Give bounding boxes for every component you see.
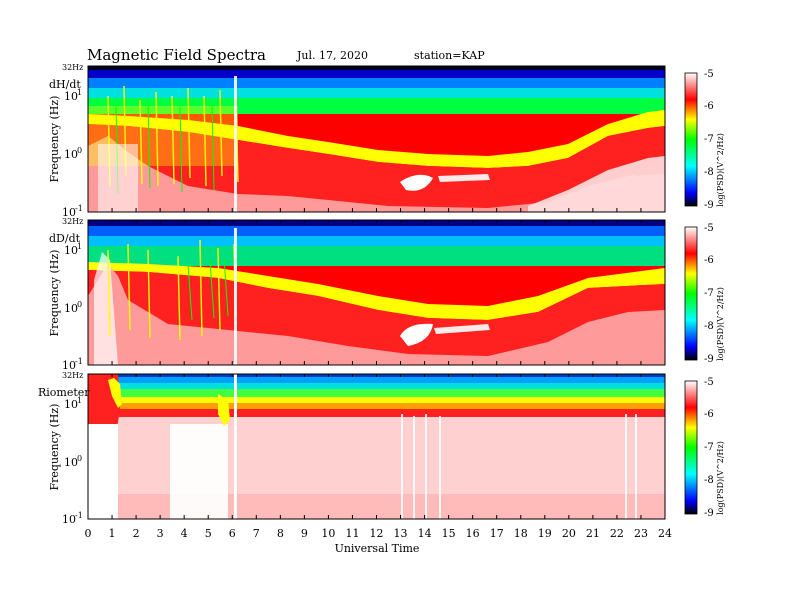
- colorbar-gradient-dh-dt: [684, 72, 698, 207]
- x-tick-label: 15: [442, 527, 456, 540]
- colorbar-dh-dt: -5 -6 -7 -8 -9 log(PSD)(V^2/Hz): [684, 69, 725, 211]
- panel-dh-dt: dH/dt 32Hz Frequency (Hz) 10 1 10 0 10 -…: [48, 63, 725, 219]
- cb-tick-dd-dt-5: -9: [704, 354, 714, 365]
- x-tick-label: 6: [229, 527, 236, 540]
- svg-text:1: 1: [77, 396, 82, 405]
- cb-tick-riometer-4: -8: [704, 475, 714, 486]
- svg-text:10: 10: [64, 302, 78, 315]
- cb-tick-dd-dt-2: -6: [704, 255, 714, 266]
- svg-text:10: 10: [64, 148, 78, 161]
- svg-text:10: 10: [64, 398, 78, 411]
- x-tick-label: 12: [370, 527, 384, 540]
- colorbar-gradient-riometer: [684, 380, 698, 515]
- svg-text:-1: -1: [75, 511, 83, 520]
- figure-title: Magnetic Field Spectra: [87, 46, 266, 64]
- y-axis-label-dd-dt: Frequency (Hz): [48, 250, 61, 337]
- svg-text:10: 10: [62, 206, 76, 219]
- x-tick-label: 3: [157, 527, 164, 540]
- svg-text:0: 0: [77, 300, 82, 309]
- svg-text:1: 1: [77, 88, 82, 97]
- svg-text:-1: -1: [75, 204, 83, 213]
- x-tick-label: 24: [658, 527, 672, 540]
- x-tick-label: 8: [277, 527, 284, 540]
- svg-text:10: 10: [64, 90, 78, 103]
- cb-tick-riometer-2: -6: [704, 409, 714, 420]
- colorbar-title-dh-dt: log(PSD)(V^2/Hz): [716, 133, 725, 207]
- svg-text:10: 10: [64, 244, 78, 257]
- x-tick-label: 13: [394, 527, 408, 540]
- colorbar-gradient-dd-dt: [684, 226, 698, 361]
- colorbar-dd-dt: -5 -6 -7 -8 -9 log(PSD)(V^2/Hz): [684, 223, 725, 365]
- figure-station: station=KAP: [414, 49, 485, 62]
- svg-text:0: 0: [77, 146, 82, 155]
- x-tick-label: 16: [466, 527, 480, 540]
- y-tick-riometer-3: 10 -1: [62, 511, 83, 526]
- y-top-label-dh-dt: 32Hz: [62, 63, 83, 72]
- y-tick-riometer-2: 10 0: [64, 454, 82, 469]
- svg-text:10: 10: [64, 456, 78, 469]
- x-tick-label: 22: [610, 527, 624, 540]
- y-tick-dh-dt-3: 10 -1: [62, 204, 83, 219]
- cb-tick-dd-dt-3: -7: [704, 288, 714, 299]
- spectrogram-riometer: [88, 374, 665, 519]
- svg-text:1: 1: [77, 242, 82, 251]
- y-tick-dd-dt-3: 10 -1: [62, 357, 83, 372]
- x-axis: 0 1 2 3 4 5 6 7 8 9 10 11 12 13 14 15 16 17 18 19 20 21 22 23 24: [85, 66, 672, 540]
- x-tick-label: 20: [562, 527, 576, 540]
- x-tick-label: 0: [85, 527, 92, 540]
- y-tick-dh-dt-1: 10 1: [64, 88, 82, 103]
- panel-riometer: Riometer 32Hz Frequency (Hz) 10 1 10 0 1…: [38, 371, 725, 526]
- x-tick-label: 4: [181, 527, 188, 540]
- y-tick-dh-dt-2: 10 0: [64, 146, 82, 161]
- svg-text:-1: -1: [75, 357, 83, 366]
- spectrogram-dd-dt: [88, 220, 665, 365]
- cb-tick-dd-dt-1: -5: [704, 223, 714, 234]
- cb-tick-dh-dt-1: -5: [704, 69, 714, 80]
- panel-label-dd-dt: dD/dt: [49, 232, 81, 245]
- x-tick-label: 17: [490, 527, 504, 540]
- x-tick-label: 18: [514, 527, 528, 540]
- x-axis-label: Universal Time: [335, 542, 420, 555]
- x-tick-label: 19: [538, 527, 552, 540]
- panel-label-riometer: Riometer: [38, 386, 90, 399]
- x-tick-label: 9: [301, 527, 308, 540]
- x-tick-label: 21: [586, 527, 600, 540]
- colorbar-riometer: -5 -6 -7 -8 -9 log(PSD)(V^2/Hz): [684, 377, 725, 519]
- cb-tick-dh-dt-3: -7: [704, 134, 714, 145]
- figure-date: Jul. 17, 2020: [296, 49, 368, 62]
- cb-tick-riometer-1: -5: [704, 377, 714, 388]
- y-tick-dd-dt-1: 10 1: [64, 242, 82, 257]
- y-top-label-dd-dt: 32Hz: [62, 217, 83, 226]
- cb-tick-dh-dt-5: -9: [704, 200, 714, 211]
- x-tick-label: 7: [253, 527, 260, 540]
- x-tick-label: 2: [133, 527, 140, 540]
- y-top-label-riometer: 32Hz: [62, 371, 83, 380]
- spectrogram-dh-dt: [88, 66, 665, 212]
- cb-tick-riometer-3: -7: [704, 442, 714, 453]
- x-tick-label: 23: [634, 527, 648, 540]
- cb-tick-dd-dt-4: -8: [704, 321, 714, 332]
- cb-tick-riometer-5: -9: [704, 508, 714, 519]
- y-tick-riometer-1: 10 1: [64, 396, 82, 411]
- svg-text:0: 0: [77, 454, 82, 463]
- panel-label-dh-dt: dH/dt: [49, 78, 81, 91]
- y-axis-label-dh-dt: Frequency (Hz): [48, 96, 61, 183]
- x-tick-label: 14: [418, 527, 432, 540]
- y-axis-label-riometer: Frequency (Hz): [48, 404, 61, 491]
- x-tick-label: 10: [321, 527, 335, 540]
- x-tick-label: 5: [205, 527, 212, 540]
- x-tick-label: 1: [109, 527, 116, 540]
- cb-tick-dh-dt-2: -6: [704, 101, 714, 112]
- x-tick-label: 11: [345, 527, 359, 540]
- cb-tick-dh-dt-4: -8: [704, 167, 714, 178]
- colorbar-title-dd-dt: log(PSD)(V^2/Hz): [716, 287, 725, 361]
- colorbar-title-riometer: log(PSD)(V^2/Hz): [716, 441, 725, 515]
- panel-dd-dt: dD/dt 32Hz Frequency (Hz) 10 1 10 0 10 -…: [48, 217, 725, 372]
- svg-text:10: 10: [62, 513, 76, 526]
- y-tick-dd-dt-2: 10 0: [64, 300, 82, 315]
- svg-text:10: 10: [62, 359, 76, 372]
